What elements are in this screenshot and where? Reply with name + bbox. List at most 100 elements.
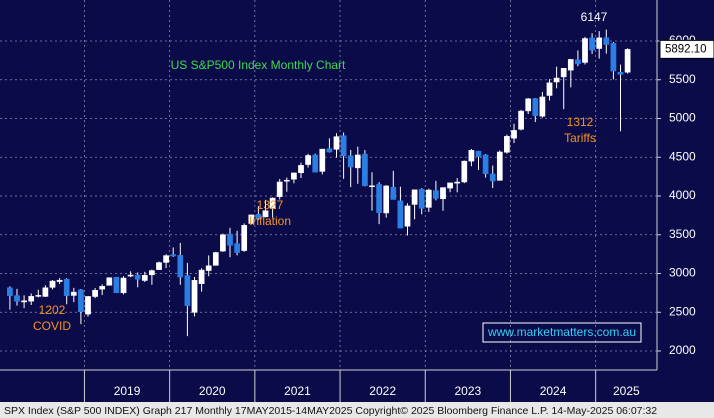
candle-body: [383, 185, 390, 214]
last-price-box: [659, 39, 714, 59]
candle-body: [35, 295, 42, 297]
candle-body: [49, 280, 56, 288]
candle-body: [276, 181, 283, 197]
candle-body: [418, 189, 425, 209]
candle-body: [291, 172, 297, 180]
candle-body: [149, 270, 155, 276]
y-tick-label: 5000: [669, 111, 696, 125]
candle-body: [482, 154, 489, 174]
candle-body: [589, 37, 595, 51]
candle-body: [262, 210, 269, 218]
y-tick-label: 3500: [669, 227, 696, 241]
candle-body: [248, 214, 255, 224]
candle-body: [567, 59, 574, 71]
candle-body: [163, 255, 169, 263]
watermark: www.marketmatters.com.au: [487, 325, 636, 339]
x-tick-label: 2022: [369, 384, 396, 398]
chart-title: US S&P500 Index Monthly Chart: [171, 58, 346, 72]
candle-body: [298, 165, 304, 174]
candle-body: [582, 38, 588, 63]
candle-body: [156, 262, 162, 270]
candle-body: [596, 37, 603, 49]
candle-body: [283, 179, 290, 182]
candle-body: [546, 82, 553, 96]
annotation: 1312: [567, 115, 594, 129]
candle-body: [362, 153, 368, 187]
candle-body: [489, 173, 496, 182]
candle-body: [617, 71, 624, 75]
candle-body: [610, 43, 617, 72]
candle-body: [14, 295, 20, 302]
candle-body: [56, 279, 63, 282]
annotation: Inflation: [249, 214, 291, 228]
candle-body: [504, 136, 510, 153]
candle-body: [461, 160, 468, 183]
candle-body: [511, 130, 517, 139]
candle-body: [269, 197, 276, 209]
candle-body: [518, 110, 524, 130]
candle-body: [21, 300, 27, 303]
candle-body: [333, 136, 340, 150]
candle-body: [205, 265, 212, 271]
annotation: COVID: [33, 319, 71, 333]
candle-body: [475, 150, 482, 157]
candle-body: [127, 274, 134, 277]
candle-body: [106, 277, 113, 286]
candle-body: [99, 286, 106, 290]
candle-body: [120, 277, 127, 294]
candle-body: [305, 155, 311, 165]
annotation: 6147: [581, 10, 608, 24]
annotation: 1327: [257, 198, 284, 212]
candle-body: [70, 291, 77, 296]
x-tick-label: 2024: [540, 384, 567, 398]
candle-body: [85, 296, 91, 315]
candle-body: [425, 189, 432, 208]
candle-body: [447, 182, 453, 189]
candle-body: [177, 255, 184, 278]
candle-body: [234, 243, 240, 253]
candle-body: [539, 96, 546, 117]
candle-body: [553, 77, 560, 83]
candle-body: [560, 68, 567, 78]
watermark-box: [482, 322, 642, 343]
candle-body: [92, 289, 98, 297]
candle-body: [170, 254, 177, 257]
candle-body: [184, 275, 191, 306]
candle-body: [404, 205, 411, 227]
y-tick-label: 4000: [669, 188, 696, 202]
x-tick-label: 2020: [199, 384, 226, 398]
x-tick-label: 2025: [613, 384, 640, 398]
candle-body: [191, 280, 198, 313]
candle-body: [496, 151, 503, 181]
candle-body: [42, 287, 49, 297]
candle-body: [369, 185, 375, 188]
candle-body: [63, 278, 70, 297]
candle-body: [433, 190, 439, 199]
candle-body: [241, 225, 248, 251]
candle-body: [340, 135, 347, 157]
candle-body: [319, 148, 326, 172]
candle-body: [532, 98, 539, 116]
candle-body: [141, 275, 148, 281]
y-tick-label: 4500: [669, 149, 696, 163]
candle-body: [227, 233, 233, 246]
candle-body: [397, 200, 404, 229]
candle-body: [347, 155, 354, 168]
candle-body: [255, 214, 262, 219]
y-tick-label: 5500: [669, 72, 696, 86]
candle-body: [468, 150, 475, 162]
candle-body: [376, 184, 382, 213]
candle-body: [220, 234, 226, 252]
candle-body: [440, 187, 446, 200]
candle-body: [113, 276, 120, 293]
candle-body: [390, 186, 397, 200]
y-tick-label: 2000: [669, 343, 696, 357]
candle-body: [575, 59, 581, 65]
candle-body: [326, 148, 333, 153]
candle-body: [134, 274, 141, 280]
candle-body: [624, 49, 631, 73]
annotation: Tariffs: [564, 131, 596, 145]
